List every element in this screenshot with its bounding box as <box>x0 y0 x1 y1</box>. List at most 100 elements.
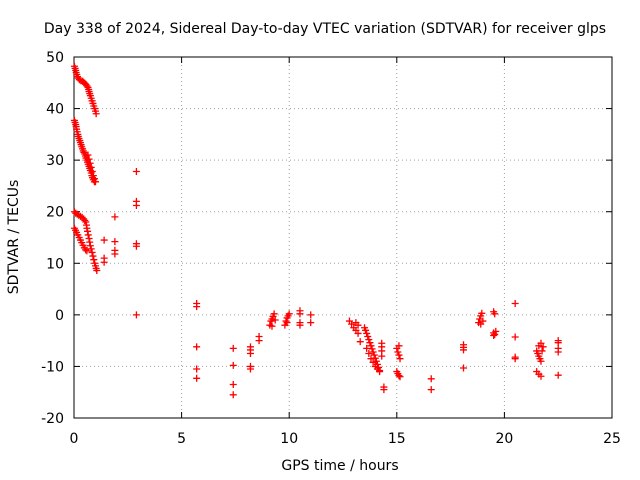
data-point <box>537 339 545 347</box>
x-tick-label: 20 <box>495 431 513 447</box>
x-axis-label: GPS time / hours <box>281 458 398 474</box>
data-point <box>87 245 95 253</box>
data-point <box>92 110 100 118</box>
data-point <box>193 374 201 382</box>
plot-frame <box>73 56 613 419</box>
x-tick-label: 5 <box>177 431 186 447</box>
data-point <box>367 355 375 363</box>
data-point <box>366 339 374 347</box>
data-point <box>370 351 378 359</box>
data-point <box>246 365 254 373</box>
data-point <box>554 371 562 379</box>
data-point <box>460 364 468 372</box>
data-point <box>270 310 278 318</box>
data-point <box>394 348 402 356</box>
data-point <box>369 358 377 366</box>
y-tick-label: 40 <box>46 102 64 118</box>
data-point <box>111 250 119 258</box>
data-point <box>365 336 373 344</box>
data-point <box>132 202 140 210</box>
y-tick-label: -10 <box>41 359 64 375</box>
data-point <box>491 330 499 338</box>
data-point <box>511 333 519 341</box>
data-point <box>86 242 94 250</box>
data-point <box>364 333 372 341</box>
data-points <box>70 62 562 399</box>
data-point <box>395 372 403 380</box>
data-point <box>537 372 545 380</box>
data-point <box>396 373 404 381</box>
data-point <box>83 82 91 90</box>
data-point <box>88 167 96 175</box>
data-point <box>81 216 89 224</box>
data-point <box>132 167 140 175</box>
data-point <box>363 344 371 352</box>
data-point <box>511 300 519 308</box>
data-point <box>395 351 403 359</box>
data-point <box>427 375 435 383</box>
data-point <box>460 346 468 354</box>
data-point <box>307 311 315 319</box>
data-point <box>348 320 356 328</box>
data-point <box>100 236 108 244</box>
data-point <box>88 248 96 256</box>
data-point <box>285 310 293 318</box>
data-point <box>490 331 498 339</box>
x-tick-label: 25 <box>603 431 621 447</box>
data-point <box>90 256 98 264</box>
data-point <box>84 151 92 159</box>
data-point <box>362 326 370 334</box>
y-tick-label: 30 <box>46 153 64 169</box>
data-point <box>90 175 98 183</box>
data-point <box>100 258 108 266</box>
data-point <box>229 361 237 369</box>
data-point <box>282 317 290 325</box>
data-point <box>395 342 403 350</box>
y-tick-label: 0 <box>55 308 64 324</box>
data-point <box>296 310 304 318</box>
data-point <box>82 246 90 254</box>
x-tick-label: 0 <box>70 431 79 447</box>
data-point <box>539 343 547 351</box>
data-point <box>376 368 384 376</box>
data-point <box>268 322 276 330</box>
data-point <box>378 352 386 360</box>
data-point <box>511 355 519 363</box>
data-point <box>537 357 545 365</box>
data-point <box>354 321 362 329</box>
data-point <box>538 347 546 355</box>
data-point <box>246 350 254 358</box>
y-axis-label: SDTVAR / TECUs <box>6 180 22 295</box>
data-point <box>111 213 119 221</box>
data-point <box>93 267 101 275</box>
grid-lines <box>74 57 612 418</box>
chart-title: Day 338 of 2024, Sidereal Day-to-day VTE… <box>44 21 606 37</box>
data-point <box>229 380 237 388</box>
data-point <box>354 329 362 337</box>
y-tick-label: 50 <box>46 50 64 66</box>
data-point <box>554 348 562 356</box>
data-point <box>307 319 315 327</box>
data-point <box>229 391 237 399</box>
y-tick-label: 10 <box>46 256 64 272</box>
data-point <box>356 338 364 346</box>
data-point <box>491 310 499 318</box>
data-point <box>396 355 404 363</box>
data-point <box>296 321 304 329</box>
data-point <box>92 178 100 186</box>
data-point <box>132 311 140 319</box>
data-point <box>229 344 237 352</box>
data-point <box>363 329 371 337</box>
data-point <box>478 309 486 317</box>
data-point <box>80 148 88 156</box>
data-point <box>271 316 279 324</box>
data-point <box>367 342 375 350</box>
data-point <box>427 386 435 394</box>
data-point <box>111 238 119 246</box>
data-point <box>193 365 201 373</box>
x-tick-label: 15 <box>388 431 406 447</box>
data-point <box>193 303 201 311</box>
data-point <box>283 319 291 327</box>
